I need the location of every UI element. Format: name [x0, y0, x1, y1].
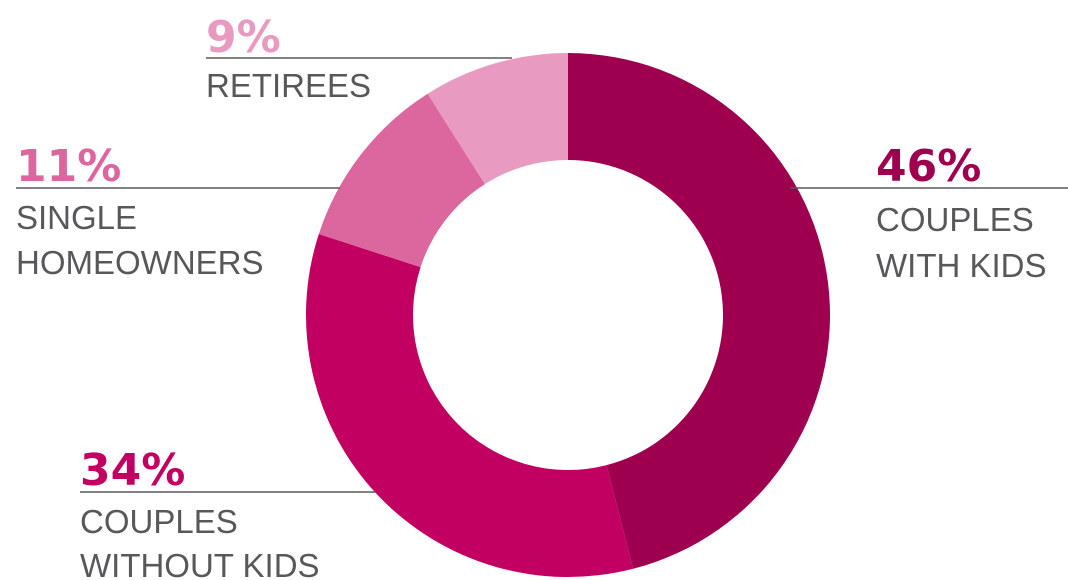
- data-label-couples-with-kids-line2: WITH KIDS: [876, 247, 1047, 284]
- data-label-couples-without-kids-value: 34%: [80, 445, 185, 496]
- data-label-couples-without-kids-line1: COUPLES: [80, 503, 238, 540]
- donut-segment-couples-without-kids: [305, 234, 634, 578]
- data-label-retirees-line1: RETIREES: [206, 67, 371, 104]
- data-label-single-homeowners-value: 11%: [16, 141, 121, 192]
- data-label-couples-without-kids-line2: WITHOUT KIDS: [80, 547, 320, 580]
- data-label-single-homeowners-line1: SINGLE: [16, 199, 137, 236]
- donut-segment-retirees: [427, 53, 568, 185]
- data-label-couples-with-kids-value: 46%: [876, 141, 981, 192]
- data-label-retirees-value: 9%: [206, 12, 281, 63]
- donut-segment-couples-with-kids: [568, 53, 831, 569]
- donut-segments: [305, 53, 831, 578]
- data-label-couples-with-kids-line1: COUPLES: [876, 201, 1034, 238]
- data-label-single-homeowners-line2: HOMEOWNERS: [16, 244, 264, 281]
- donut-segment-single-homeowners: [318, 93, 485, 268]
